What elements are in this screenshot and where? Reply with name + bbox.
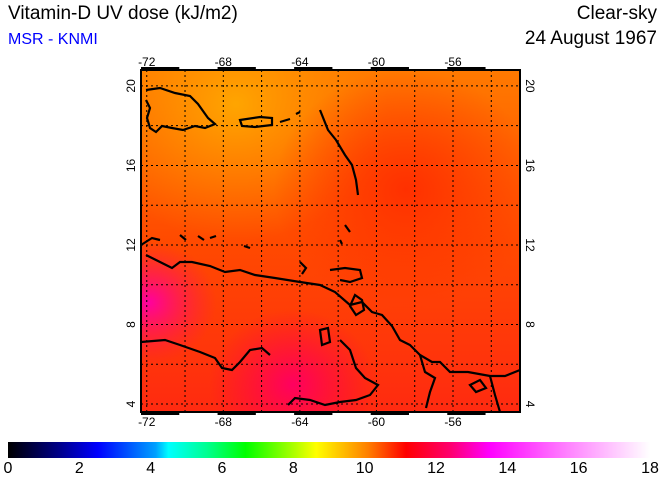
- source-label: MSR - KNMI: [8, 31, 98, 48]
- colorbar-label: 2: [74, 460, 84, 477]
- lon-tick-bottom: -72: [138, 415, 156, 429]
- frame-bar: [141, 411, 180, 415]
- lon-tick-bottom: -60: [368, 415, 386, 429]
- date-label: 24 August 1967: [524, 28, 657, 49]
- lat-tick-left: 20: [124, 79, 138, 93]
- lat-tick-right: 20: [523, 79, 537, 93]
- lon-tick-top: -60: [368, 55, 386, 69]
- colorbar-label: 10: [355, 460, 374, 477]
- lat-tick-left: 16: [124, 158, 138, 172]
- lat-tick-right: 12: [523, 238, 537, 252]
- frame-bar: [217, 67, 256, 71]
- frame-bar: [447, 411, 486, 415]
- lon-tick-bottom: -64: [291, 415, 309, 429]
- frame-bar: [294, 67, 333, 71]
- lon-tick-bottom: -56: [444, 415, 462, 429]
- lon-tick-top: -64: [291, 55, 309, 69]
- lat-tick-right: 4: [523, 401, 537, 408]
- lon-tick-top: -56: [444, 55, 462, 69]
- lat-tick-left: 4: [124, 400, 138, 407]
- frame-bar: [370, 411, 409, 415]
- colorbar-label: 14: [498, 460, 517, 477]
- lon-tick-top: -68: [215, 55, 233, 69]
- colorbar-label: 18: [641, 460, 659, 477]
- colorbar-label: 12: [427, 460, 445, 477]
- lon-tick-top: -72: [138, 55, 156, 69]
- lat-tick-right: 16: [523, 159, 537, 173]
- frame-bar: [217, 411, 256, 415]
- frame-bar: [294, 411, 333, 415]
- frame-bar: [370, 67, 409, 71]
- lat-tick-left: 12: [124, 238, 138, 252]
- uv-dose-field: [141, 70, 520, 412]
- frame-bar: [447, 67, 486, 71]
- frame-bar: [141, 67, 180, 71]
- colorbar-label: 4: [146, 460, 156, 477]
- map-title: Vitamin-D UV dose (kJ/m2): [8, 3, 238, 24]
- colorbar-label: 16: [569, 460, 588, 477]
- axis-ticks: -72 -72 -68 -68 -64 -64 -60 -60 -56 -56 20 20 16 16 12…: [124, 55, 537, 429]
- lat-tick-right: 8: [523, 321, 537, 328]
- colorbar-label: 0: [3, 460, 13, 477]
- colorbar-label: 8: [288, 460, 298, 477]
- colorbar-label: 6: [217, 460, 227, 477]
- colorbar: [8, 442, 650, 458]
- lon-tick-bottom: -68: [215, 415, 233, 429]
- coastlines: [140, 86, 521, 413]
- sky-mode-label: Clear-sky: [576, 3, 657, 24]
- lat-tick-left: 8: [124, 321, 138, 328]
